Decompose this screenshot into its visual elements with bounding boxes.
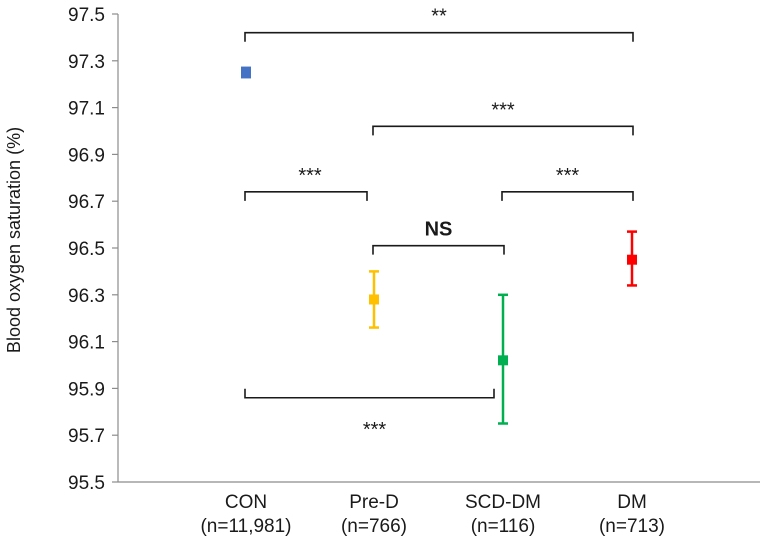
bracket-line <box>372 244 505 255</box>
significance-label: *** <box>491 99 515 121</box>
category-n-label: (n=766) <box>341 516 407 537</box>
significance-bracket: *** <box>244 388 495 441</box>
y-tick-labels: 95.5 95.7 95.9 96.1 96.3 96.5 96.7 96.9 97.1 97.3… <box>68 5 105 494</box>
bracket-line <box>372 125 634 136</box>
category-label: SCD-DM <box>465 492 541 513</box>
data-point-dm <box>627 230 637 287</box>
significance-label: *** <box>363 419 387 441</box>
y-tick-label: 96.7 <box>68 192 105 213</box>
bracket-line <box>244 388 495 399</box>
y-tick-label: 97.3 <box>68 52 105 73</box>
significance-label: *** <box>556 165 580 187</box>
y-tick-label: 96.3 <box>68 286 105 307</box>
data-points <box>241 66 637 425</box>
category-label: DM <box>617 492 647 513</box>
data-point-pre-d <box>369 270 379 329</box>
mean-marker <box>498 355 508 366</box>
y-tick-label: 96.5 <box>68 239 105 260</box>
mean-marker <box>241 67 251 78</box>
y-axis-label: Blood oxygen saturation (%) <box>4 127 24 353</box>
y-tick-label: 95.7 <box>68 426 105 447</box>
category-labels: CON (n=11,981) Pre-D (n=766) SCD-DM (n=116) DM… <box>200 492 665 537</box>
y-tick-label: 97.1 <box>68 99 105 120</box>
data-point-con <box>241 66 251 79</box>
significance-bracket: *** <box>372 99 634 136</box>
mean-marker <box>627 254 637 265</box>
significance-bracket: ** <box>244 6 634 42</box>
category-n-label: (n=116) <box>471 516 536 537</box>
y-tick-label: 96.9 <box>68 145 105 166</box>
y-tick-label: 97.5 <box>68 5 105 26</box>
category-label: CON <box>225 492 267 513</box>
mean-marker <box>369 294 379 305</box>
significance-bracket: *** <box>501 165 634 201</box>
axis-layer <box>112 13 760 483</box>
bracket-line <box>244 191 368 201</box>
bracket-line <box>244 31 634 42</box>
category-n-label: (n=713) <box>599 516 665 537</box>
significance-label: ** <box>431 6 447 28</box>
significance-bracket: *** <box>244 165 368 201</box>
bracket-line <box>501 191 634 201</box>
data-point-scd-dm <box>498 293 508 425</box>
significance-brackets: ******** ***NS*** <box>244 6 634 441</box>
category-n-label: (n=11,981) <box>200 516 291 537</box>
significance-label: *** <box>298 165 322 187</box>
y-tick-label: 96.1 <box>68 333 105 354</box>
significance-bracket: NS <box>372 219 505 255</box>
category-label: Pre-D <box>349 492 399 513</box>
significance-label: NS <box>425 219 453 241</box>
y-tick-label: 95.9 <box>68 379 105 400</box>
y-tick-label: 95.5 <box>68 473 105 494</box>
